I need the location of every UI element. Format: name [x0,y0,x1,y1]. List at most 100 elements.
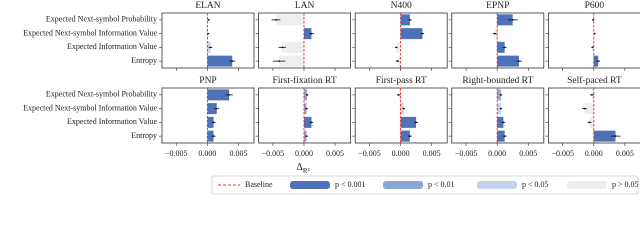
error-center [207,18,210,21]
bar [282,41,304,53]
bar [400,28,423,40]
panel-title: First-fixation RT [273,75,337,86]
error-center [310,121,313,124]
error-center [503,135,506,138]
error-center [278,60,281,63]
bar [497,14,513,26]
bar [303,89,308,101]
x-tick-label: 0.005 [423,149,441,158]
error-center [415,121,418,124]
panel-frame [451,87,545,144]
error-center [518,60,520,63]
bar [207,116,214,128]
x-tick-label: 0.000 [585,149,603,158]
bar [303,28,312,40]
error-center [215,107,218,110]
x-axis-label: ΔR² [296,162,309,174]
error-center [228,93,231,96]
bar [593,130,616,142]
error-center [591,46,594,49]
error-center [281,46,284,49]
legend-swatch [477,181,517,189]
legend-swatch [290,181,330,189]
panel-frame [548,12,640,69]
y-tick-label: Expected Information Value [67,42,157,51]
bar [497,55,519,67]
panel-title: LAN [295,1,315,11]
legend-label: p < 0.001 [335,180,366,189]
x-tick-label: 0.005 [326,149,344,158]
bar [593,55,599,67]
legend-label: p > 0.05 [612,180,639,189]
x-label-symbol: Δ [296,162,303,173]
error-center [396,60,399,63]
bar [303,116,312,128]
bar [396,41,401,53]
panel-title: N400 [391,1,412,11]
error-center [212,121,215,124]
legend-box [211,175,639,195]
x-tick-label: 0.000 [488,149,506,158]
panel-title: ELAN [195,1,220,11]
panel-title: Right-bounded RT [462,76,533,86]
bar [207,89,230,101]
x-label-subscript: R² [303,167,310,175]
error-center [397,93,400,96]
legend-label: Baseline [245,180,273,189]
panel-title: Self-paced RT [567,75,622,86]
bar [207,130,214,142]
error-center [614,135,617,138]
y-tick-label: Expected Next-symbol Probability [46,90,157,99]
bar [497,130,505,142]
error-center [500,107,502,110]
bar [276,14,304,26]
error-center [409,135,411,138]
x-tick-label: −0.005 [262,149,285,158]
error-center [209,46,212,49]
bar [400,103,404,115]
y-tick-label: Entropy [131,131,157,140]
panel-frame [161,12,255,69]
panel-frame [354,12,448,69]
error-center [591,93,593,96]
bar [279,55,304,67]
error-center [500,93,502,96]
panel-frame [548,87,640,144]
error-center [421,32,424,35]
panel-frame [258,87,352,144]
error-center [231,60,234,63]
y-tick-label: Expected Next-symbol Information Value [23,103,157,112]
y-tick-label: Expected Next-symbol Information Value [23,28,157,37]
legend-swatch [567,181,607,189]
error-center [493,32,496,35]
x-tick-label: 0.005 [519,149,537,158]
bar [400,14,410,26]
error-center [306,93,308,96]
x-tick-label: −0.005 [165,149,188,158]
panel-frame [161,87,255,144]
error-center [212,135,215,138]
legend-swatch [383,181,423,189]
y-tick-label: Expected Information Value [67,117,157,126]
figure: ΔR² ELAN Expected Next-symbol Probability… [23,1,640,195]
x-tick-label: −0.005 [455,149,478,158]
y-tick-label: Entropy [131,56,157,65]
panel-frame [451,12,545,69]
panel-frame [258,12,352,69]
error-center [503,46,506,49]
y-tick-label: Expected Next-symbol Probability [46,15,157,24]
bar [207,103,217,115]
error-center [588,121,591,124]
panel-title: PNP [199,76,216,86]
bar [207,55,233,67]
bar [400,130,410,142]
legend-label: p < 0.01 [428,180,455,189]
x-tick-label: 0.005 [229,149,247,158]
bar [497,103,501,115]
panel-title: EPNP [486,1,509,11]
error-center [511,18,514,21]
bar [497,41,505,53]
error-center [275,18,277,21]
bar [584,103,594,115]
error-center [597,60,600,63]
